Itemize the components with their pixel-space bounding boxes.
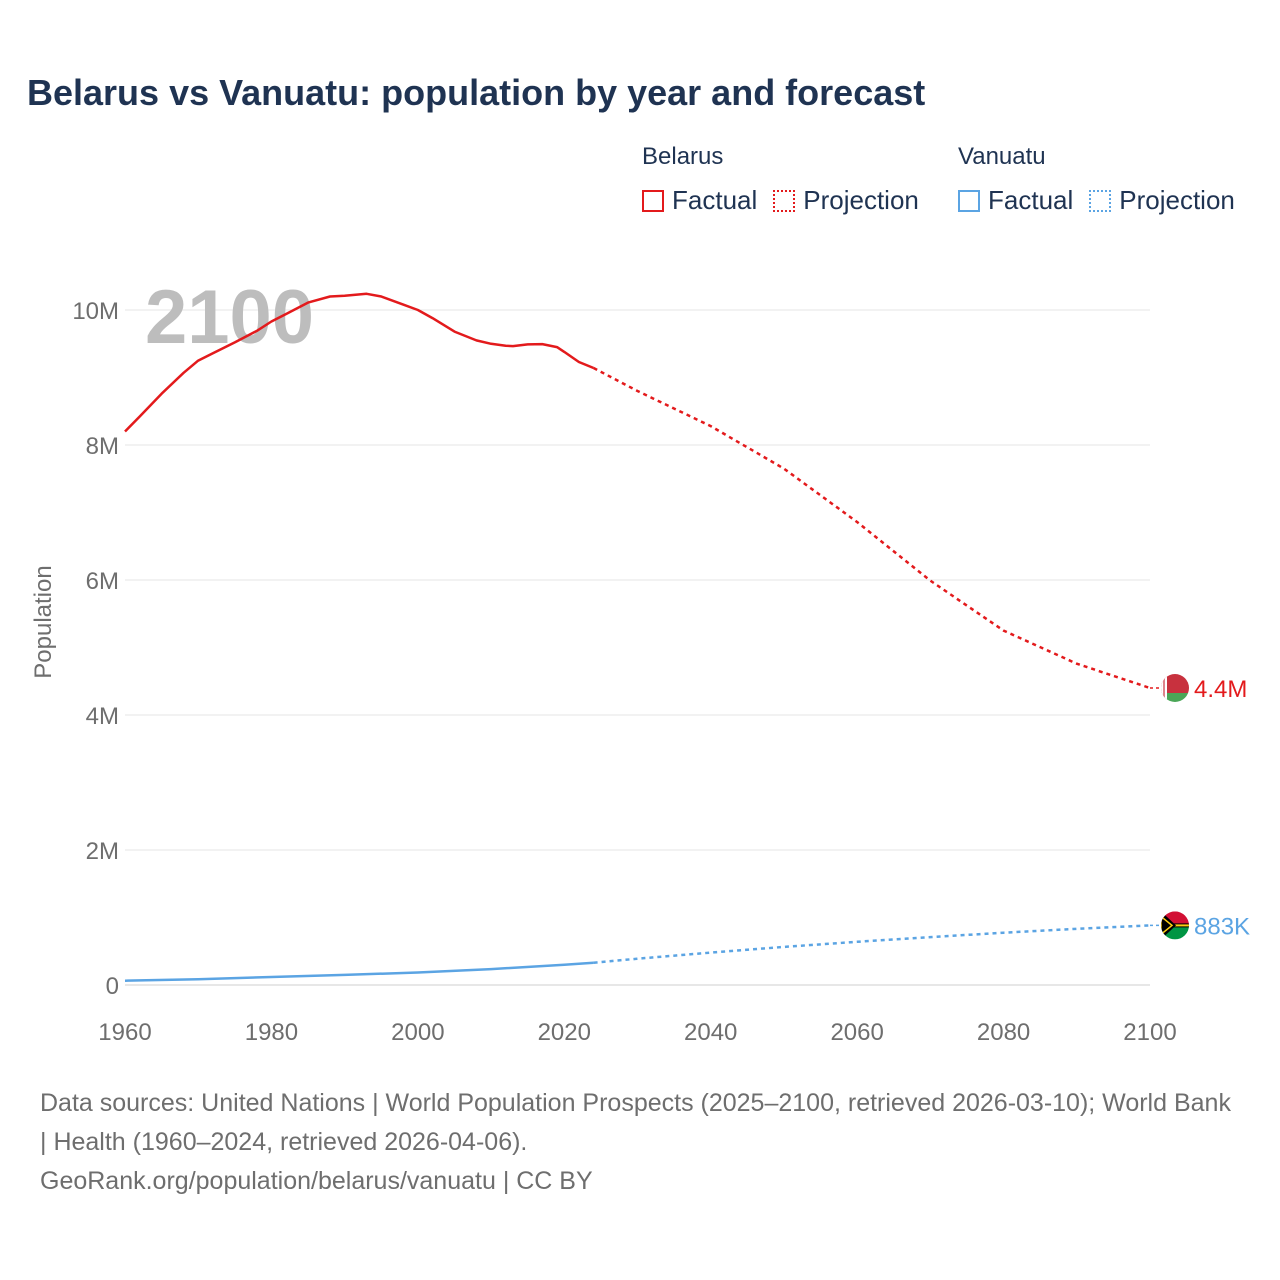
- x-tick-label: 2040: [684, 1019, 737, 1046]
- legend-label: Factual: [988, 185, 1074, 215]
- legend-swatch-solid: [642, 189, 664, 212]
- legend-swatch-dotted: [773, 189, 796, 212]
- series-line-vanuatu-factual: [124, 961, 594, 982]
- y-tick-label: 4M: [86, 703, 119, 730]
- x-tick-label: 1960: [98, 1019, 151, 1046]
- legend-swatch-dotted: [1089, 189, 1112, 212]
- legend-label: Factual: [672, 185, 758, 215]
- y-tick-label: 8M: [86, 433, 119, 460]
- end-value-label: 883K: [1194, 913, 1250, 940]
- legend-group-vanuatu: Vanuatu Factual Projection: [958, 143, 1251, 216]
- vanuatu-flag-icon: [1161, 911, 1189, 940]
- x-tick-label: 2100: [1123, 1019, 1176, 1046]
- x-tick-label: 2020: [538, 1019, 591, 1046]
- end-value-label: 4.4M: [1194, 676, 1247, 703]
- x-axis-ticks: 1960 1980 2000 2020 2040 2060 2080 2100: [98, 1019, 1176, 1046]
- y-tick-label: 6M: [86, 568, 119, 595]
- x-tick-label: 1980: [245, 1019, 298, 1046]
- footer: Data sources: United Nations | World Pop…: [40, 1084, 1240, 1201]
- legend-group-label: Belarus: [642, 143, 724, 170]
- y-axis-label: Population: [30, 565, 57, 678]
- x-tick-label: 2080: [977, 1019, 1030, 1046]
- end-markers: 4.4M 883K: [1150, 674, 1250, 940]
- y-tick-label: 2M: [86, 838, 119, 865]
- series-line-vanuatu-projection: [593, 924, 1151, 964]
- y-tick-label: 10M: [72, 298, 119, 325]
- legend-item-vanuatu-factual[interactable]: Factual: [958, 185, 1073, 216]
- legend-item-vanuatu-projection[interactable]: Projection: [1089, 185, 1235, 216]
- x-tick-label: 2000: [391, 1019, 444, 1046]
- series-line-belarus-factual: [124, 292, 595, 433]
- series-lines: [124, 292, 1151, 982]
- grid-lines: [125, 309, 1150, 986]
- credit-link[interactable]: GeoRank.org/population/belarus/vanuatu |…: [40, 1167, 593, 1195]
- legend-item-belarus-projection[interactable]: Projection: [773, 185, 919, 216]
- x-tick-label: 2060: [830, 1019, 883, 1046]
- chart-title: Belarus vs Vanuatu: population by year a…: [27, 72, 926, 113]
- data-sources: Data sources: United Nations | World Pop…: [40, 1089, 1231, 1156]
- y-axis-ticks: 0 2M 4M 6M 8M 10M: [72, 298, 119, 1000]
- belarus-flag-icon: [1161, 674, 1189, 702]
- legend-swatch-solid: [958, 189, 980, 212]
- legend-item-belarus-factual[interactable]: Factual: [642, 185, 757, 216]
- legend-group-belarus: Belarus Factual Projection: [642, 143, 935, 216]
- year-overlay: 2100: [145, 275, 314, 360]
- legend-label: Projection: [1119, 185, 1235, 215]
- legend-label: Projection: [803, 185, 919, 215]
- legend-group-label: Vanuatu: [958, 143, 1046, 170]
- y-tick-label: 0: [106, 973, 119, 1000]
- series-line-belarus-projection: [593, 366, 1151, 690]
